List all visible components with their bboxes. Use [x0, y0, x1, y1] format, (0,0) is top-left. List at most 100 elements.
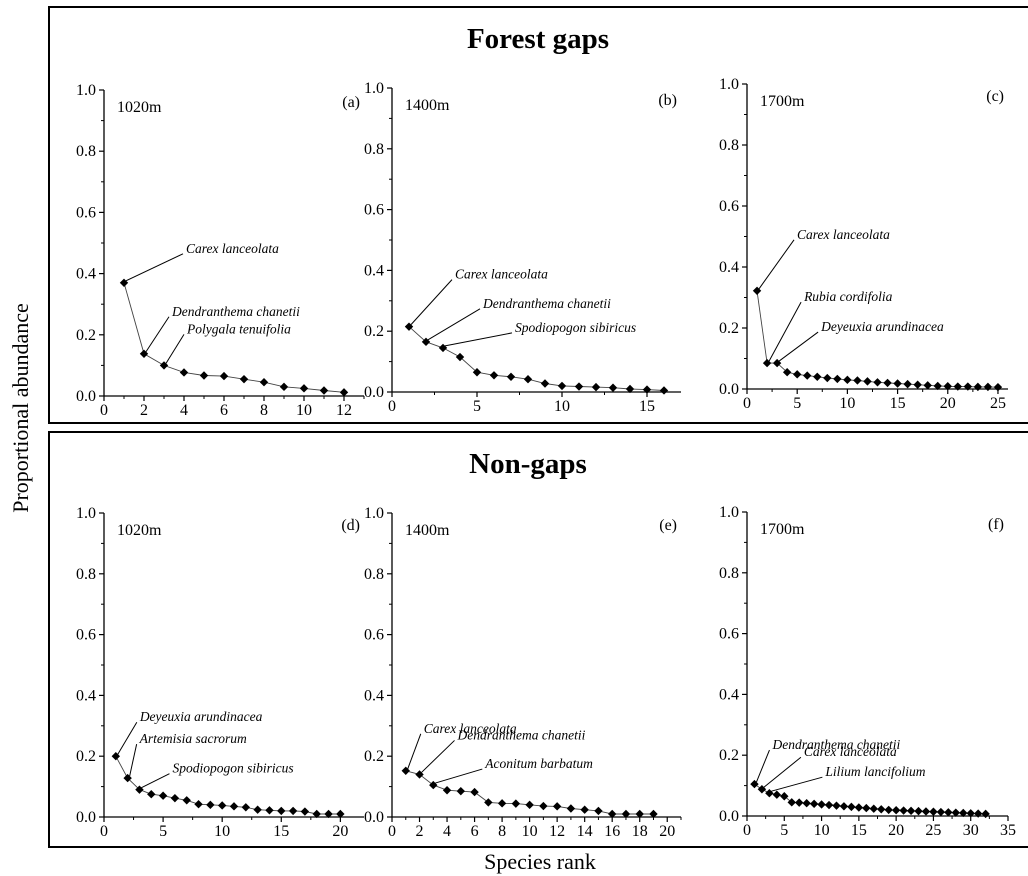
annotation-label: Deyeuxia arundinacea	[139, 709, 263, 724]
data-point	[199, 371, 209, 380]
x-tick-label: 5	[793, 395, 801, 412]
y-tick-label: 0.4	[76, 687, 96, 704]
y-tick-label: 0.0	[364, 384, 384, 401]
x-tick-label: 15	[273, 823, 289, 840]
annotation-label: Carex lanceolata	[804, 744, 897, 759]
data-point	[772, 790, 782, 799]
annotation-leader	[427, 308, 481, 341]
data-point	[883, 378, 892, 388]
y-tick-label: 0.0	[76, 809, 96, 826]
annotation-label: Dendranthema chanetii	[482, 296, 611, 311]
x-tick-label: 25	[925, 822, 941, 839]
data-point	[158, 791, 168, 800]
data-point	[963, 382, 973, 391]
x-tick-label: 0	[743, 822, 751, 839]
annotation-label: Spodiopogon sibiricus	[172, 761, 293, 776]
data-point	[869, 804, 878, 813]
data-point	[591, 382, 601, 392]
data-point	[795, 798, 804, 807]
x-tick-label: 5	[473, 398, 481, 415]
data-point	[792, 370, 802, 379]
data-point	[803, 371, 812, 380]
x-tick-label: 0	[100, 823, 108, 840]
annotation-label: Artemisia sacrorum	[139, 731, 247, 746]
data-point	[219, 371, 229, 381]
x-tick-label: 18	[632, 823, 648, 840]
data-point	[324, 809, 333, 819]
data-point	[472, 368, 482, 377]
elevation-label: 1700m	[760, 93, 805, 110]
data-point	[241, 803, 251, 812]
panel-label: (d)	[341, 517, 360, 534]
data-point	[750, 779, 759, 789]
x-tick-label: 5	[159, 823, 167, 840]
y-tick-label: 1.0	[364, 505, 384, 522]
x-tick-label: 10	[554, 398, 570, 415]
x-tick-label: 16	[604, 823, 620, 840]
data-point	[893, 379, 902, 388]
x-tick-label: 0	[100, 402, 108, 419]
elevation-label: 1020m	[117, 522, 162, 539]
y-tick-label: 0.6	[76, 627, 96, 644]
x-tick-label: 15	[851, 822, 867, 839]
x-tick-label: 0	[388, 398, 396, 415]
data-point	[973, 382, 983, 392]
annotation-label: Carex lanceolata	[455, 267, 548, 282]
annotation-leader	[771, 776, 823, 792]
data-point	[484, 798, 493, 807]
y-tick-label: 0.0	[719, 808, 739, 825]
chart-panel: 0.0 0.2 0.4 0.6 0.8 1.0 0 5 10 15 (b) 1400m Carex la…	[364, 80, 681, 415]
data-point	[625, 384, 635, 394]
y-tick-label: 0.8	[76, 566, 96, 583]
data-point	[217, 801, 227, 810]
y-tick-label: 1.0	[719, 76, 739, 93]
annotation-label: Carex lanceolata	[186, 241, 279, 256]
chart-panel: 0.0 0.2 0.4 0.6 0.8 1.0 0 5 10 15 20 25 30 35 (f) 1700m…	[719, 504, 1016, 839]
elevation-label: 1400m	[405, 522, 450, 539]
data-point	[832, 801, 841, 810]
y-tick-label: 0.0	[76, 388, 96, 405]
data-point	[757, 785, 767, 794]
data-point	[944, 808, 953, 817]
y-tick-label: 0.6	[364, 627, 384, 644]
annotation-label: Deyeuxia arundinacea	[820, 319, 944, 334]
data-point	[817, 800, 826, 809]
annotation-leader	[421, 740, 455, 773]
y-axis-label: Proportional abundance	[8, 303, 33, 513]
annotation-leader	[125, 253, 184, 282]
panel-label: (e)	[659, 517, 677, 534]
data-point	[951, 808, 960, 817]
x-tick-label: 20	[888, 822, 904, 839]
data-point	[506, 372, 516, 381]
data-point	[139, 349, 149, 358]
data-point	[608, 383, 618, 392]
annotation-leader	[145, 316, 170, 353]
y-tick-label: 1.0	[364, 80, 384, 97]
data-point	[552, 802, 562, 811]
section-frame-non-gaps	[48, 431, 1028, 848]
elevation-label: 1400m	[405, 97, 450, 114]
y-tick-label: 0.2	[719, 320, 739, 337]
data-point	[523, 375, 533, 384]
series-line	[123, 282, 345, 393]
annotation-leader	[778, 331, 819, 362]
x-tick-label: 25	[990, 395, 1006, 412]
data-point	[659, 386, 669, 395]
y-tick-label: 0.2	[76, 748, 96, 765]
annotation-leader	[435, 768, 483, 784]
chart-panel: 0.0 0.2 0.4 0.6 0.8 1.0 0 5 10 15 20 (d) 1020m Deyeux…	[76, 505, 364, 840]
data-point	[863, 377, 872, 386]
data-point	[862, 803, 871, 813]
data-point	[891, 806, 901, 815]
x-tick-label: 6	[220, 402, 228, 419]
annotation-label: Carex lanceolata	[424, 721, 517, 736]
x-tick-label: 12	[336, 402, 352, 419]
data-point	[299, 384, 309, 393]
x-tick-label: 0	[743, 395, 751, 412]
data-point	[265, 806, 274, 815]
data-point	[621, 809, 631, 819]
annotation-label: Dendranthema chanetii	[771, 737, 900, 752]
y-tick-label: 0.6	[719, 198, 739, 215]
annotation-leader	[129, 743, 138, 777]
